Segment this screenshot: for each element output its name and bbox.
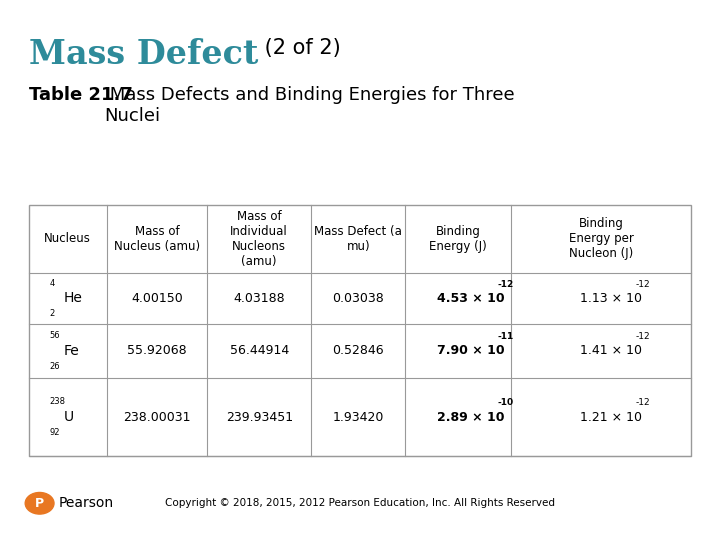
- Text: 26: 26: [50, 362, 60, 371]
- Text: 1.13 × 10: 1.13 × 10: [580, 292, 642, 305]
- Text: -12: -12: [498, 280, 514, 288]
- Text: -12: -12: [636, 280, 650, 288]
- Text: P: P: [35, 497, 44, 510]
- Text: He: He: [64, 292, 83, 305]
- Text: Mass Defect (a
mu): Mass Defect (a mu): [314, 225, 402, 253]
- Text: 238: 238: [50, 397, 66, 407]
- Text: 238.00031: 238.00031: [123, 410, 191, 424]
- Text: 1.21 × 10: 1.21 × 10: [580, 410, 642, 424]
- Text: U: U: [64, 410, 74, 424]
- Text: Table 21.7: Table 21.7: [29, 86, 132, 104]
- Text: (2 of 2): (2 of 2): [258, 38, 341, 58]
- Text: 4.53 × 10: 4.53 × 10: [436, 292, 504, 305]
- Text: Mass of
Nucleus (amu): Mass of Nucleus (amu): [114, 225, 200, 253]
- Text: Nucleus: Nucleus: [44, 232, 91, 246]
- Text: Mass of
Individual
Nucleons
(amu): Mass of Individual Nucleons (amu): [230, 210, 288, 268]
- Text: 1.93420: 1.93420: [333, 410, 384, 424]
- Text: Binding
Energy per
Nucleon (J): Binding Energy per Nucleon (J): [569, 218, 634, 260]
- Text: 2.89 × 10: 2.89 × 10: [436, 410, 504, 424]
- Text: 4.00150: 4.00150: [131, 292, 183, 305]
- Text: Fe: Fe: [64, 344, 80, 358]
- Text: 7.90 × 10: 7.90 × 10: [436, 345, 504, 357]
- Text: Copyright © 2018, 2015, 2012 Pearson Education, Inc. All Rights Reserved: Copyright © 2018, 2015, 2012 Pearson Edu…: [165, 498, 555, 508]
- Text: -10: -10: [498, 399, 514, 407]
- Text: 4.03188: 4.03188: [233, 292, 285, 305]
- Text: -11: -11: [498, 332, 514, 341]
- Text: 1.41 × 10: 1.41 × 10: [580, 345, 642, 357]
- Text: 2: 2: [50, 309, 55, 318]
- Text: 55.92068: 55.92068: [127, 345, 186, 357]
- Text: -12: -12: [636, 399, 650, 407]
- Text: Pearson: Pearson: [59, 496, 114, 510]
- Text: Mass Defects and Binding Energies for Three
Nuclei: Mass Defects and Binding Energies for Th…: [104, 86, 515, 125]
- Text: Binding
Energy (J): Binding Energy (J): [429, 225, 487, 253]
- Bar: [29, 205, 691, 456]
- Text: -12: -12: [636, 332, 650, 341]
- Text: 0.03038: 0.03038: [333, 292, 384, 305]
- Circle shape: [25, 492, 54, 514]
- Text: 0.52846: 0.52846: [333, 345, 384, 357]
- Text: 239.93451: 239.93451: [225, 410, 293, 424]
- Text: Mass Defect: Mass Defect: [29, 38, 258, 71]
- Text: 4: 4: [50, 279, 55, 287]
- Text: 92: 92: [50, 428, 60, 437]
- Text: 56.44914: 56.44914: [230, 345, 289, 357]
- Text: 56: 56: [50, 331, 60, 340]
